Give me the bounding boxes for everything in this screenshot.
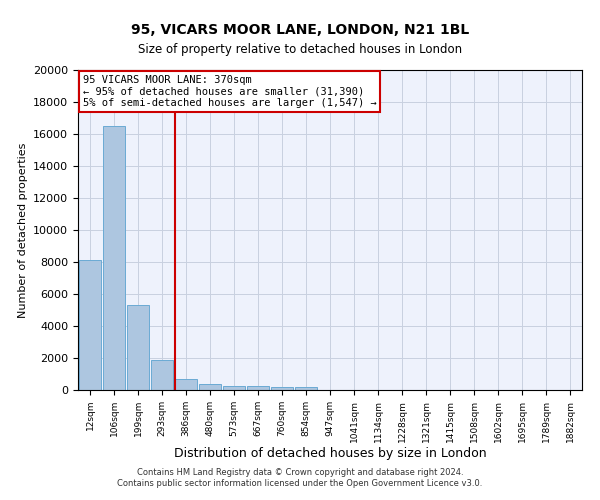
Bar <box>151 360 173 390</box>
Bar <box>175 379 197 390</box>
Bar <box>103 126 125 390</box>
Text: Size of property relative to detached houses in London: Size of property relative to detached ho… <box>138 42 462 56</box>
Text: 95 VICARS MOOR LANE: 370sqm
← 95% of detached houses are smaller (31,390)
5% of : 95 VICARS MOOR LANE: 370sqm ← 95% of det… <box>83 75 377 108</box>
Bar <box>295 387 317 390</box>
Bar <box>247 386 269 390</box>
Text: 95, VICARS MOOR LANE, LONDON, N21 1BL: 95, VICARS MOOR LANE, LONDON, N21 1BL <box>131 22 469 36</box>
Bar <box>223 386 245 390</box>
Text: Contains HM Land Registry data © Crown copyright and database right 2024.
Contai: Contains HM Land Registry data © Crown c… <box>118 468 482 487</box>
Bar <box>127 305 149 390</box>
Y-axis label: Number of detached properties: Number of detached properties <box>17 142 28 318</box>
Bar <box>271 387 293 390</box>
Bar <box>199 384 221 390</box>
X-axis label: Distribution of detached houses by size in London: Distribution of detached houses by size … <box>173 448 487 460</box>
Bar <box>79 260 101 390</box>
